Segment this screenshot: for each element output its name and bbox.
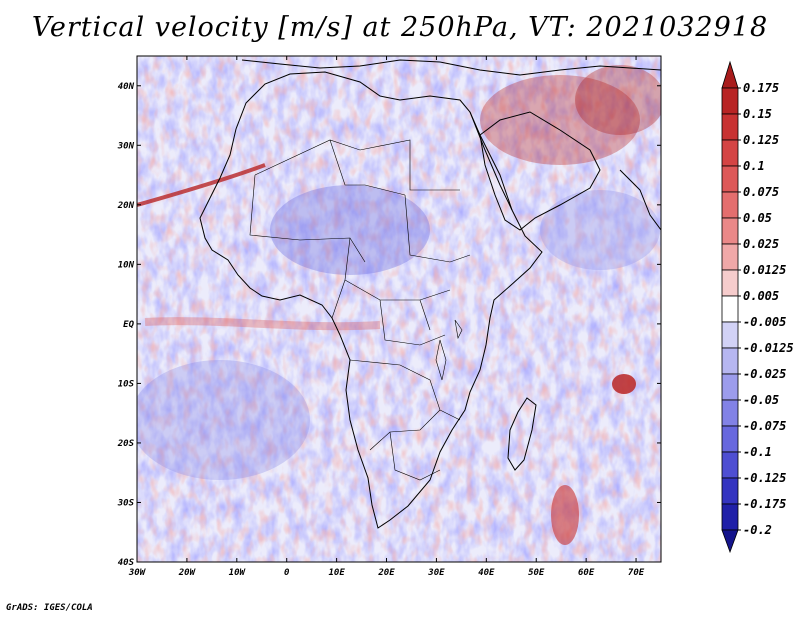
- madagascar-coastline: [507, 397, 537, 471]
- ascent-region-cyclone: [612, 374, 636, 394]
- colorbar-label: 0.075: [743, 185, 779, 199]
- colorbar-swatch: [721, 139, 739, 167]
- plot-frame: [136, 55, 662, 563]
- colorbar-label: -0.175: [743, 497, 786, 511]
- y-tick-label: 40S: [118, 558, 135, 568]
- x-tick-label: 0: [284, 568, 290, 578]
- x-tick-label: 30W: [128, 568, 147, 578]
- x-tick-label: 20E: [377, 568, 395, 578]
- y-tick-label: 20S: [117, 439, 135, 449]
- x-tick-label: 30E: [427, 568, 445, 578]
- india-coastline: [619, 169, 661, 231]
- colorbar-swatch: [721, 425, 739, 453]
- border-lines-south: [349, 359, 461, 481]
- colorbar-label: 0.125: [743, 133, 779, 147]
- colorbar-label: 0.0125: [743, 263, 786, 277]
- colorbar-swatch: [721, 191, 739, 219]
- y-tick-label: 10S: [118, 379, 135, 389]
- colorbar-label: -0.005: [743, 315, 786, 329]
- colorbar-label: -0.0125: [743, 341, 794, 355]
- x-tick-label: 20W: [178, 568, 197, 578]
- colorbar-label: 0.1: [743, 159, 765, 173]
- y-tick-label: 30N: [117, 141, 135, 151]
- colorbar-label: -0.1: [743, 445, 772, 459]
- colorbar-label: 0.025: [743, 237, 779, 251]
- colorbar-extend-top: [721, 60, 739, 89]
- descent-region-south-atlantic: [137, 360, 310, 480]
- colorbar-label: -0.125: [743, 471, 786, 485]
- colorbar-swatch: [721, 269, 739, 297]
- europe-coastline: [241, 59, 661, 76]
- africa-coastline: [199, 71, 543, 529]
- plot-area: [137, 56, 661, 562]
- colorbar-swatch: [721, 321, 739, 349]
- x-tick-label: 10E: [328, 568, 345, 578]
- y-tick-label: 10N: [118, 260, 135, 270]
- grads-credit: GrADS: IGES/COLA: [6, 603, 93, 613]
- colorbar-swatch: [721, 373, 739, 401]
- ascent-jet-streak: [137, 163, 266, 207]
- descent-region-sahara: [270, 185, 430, 275]
- colorbar-swatch: [721, 451, 739, 479]
- colorbar-label: -0.2: [743, 523, 772, 537]
- ascent-region-arabia: [480, 75, 640, 165]
- colorbar-label: 0.005: [743, 289, 779, 303]
- colorbar-label: 0.15: [743, 107, 772, 121]
- great-lakes: [435, 319, 463, 381]
- descent-region-indian: [540, 190, 660, 270]
- x-tick-label: 10W: [229, 568, 247, 578]
- red-sea: [469, 111, 513, 211]
- coastlines: [199, 59, 661, 529]
- colorbar-label: -0.025: [743, 367, 786, 381]
- y-tick-label: EQ: [123, 320, 134, 330]
- colorbar-label: -0.05: [743, 393, 779, 407]
- arabia-coastline: [479, 111, 601, 231]
- colorbar-swatch: [721, 503, 739, 531]
- colorbar-swatch: [721, 87, 739, 115]
- colorbar-label: 0.175: [743, 81, 779, 95]
- colorbar-swatch: [721, 217, 739, 245]
- colorbar-swatch: [721, 113, 739, 141]
- x-tick-label: 60E: [578, 568, 595, 578]
- field-texture-ascent: [137, 56, 661, 562]
- colorbar-swatch: [721, 295, 739, 323]
- ascent-band-equatorial: [144, 317, 381, 331]
- y-tick-label: 20N: [117, 201, 135, 211]
- colorbar: 0.175 0.15 0.125 0.1 0.075 0.05 0.025 0.0125 0.0…: [721, 60, 794, 554]
- y-tick-label: 30S: [117, 498, 135, 508]
- colorbar-extend-bottom: [721, 529, 739, 554]
- ascent-region-southwest-indian: [551, 485, 579, 545]
- x-axis: 30W 20W 10W 0 10E 20E 30E 40E 50E 60E 70E: [128, 56, 645, 578]
- colorbar-swatch: [721, 399, 739, 427]
- x-tick-label: 40E: [478, 568, 495, 578]
- chart-title: Vertical velocity [m/s] at 250hPa, VT: 2…: [31, 12, 769, 43]
- colorbar-label: 0.05: [743, 211, 772, 225]
- colorbar-swatch: [721, 477, 739, 505]
- y-tick-label: 40N: [118, 82, 135, 92]
- border-lines-north: [249, 139, 471, 263]
- border-lines-central: [331, 237, 451, 346]
- colorbar-swatch: [721, 347, 739, 375]
- y-axis: 40N 30N 20N 10N EQ 10S 20S 30S 40S: [117, 82, 661, 568]
- colorbar-swatch: [721, 243, 739, 271]
- country-borders: [249, 139, 471, 481]
- x-tick-label: 70E: [628, 568, 645, 578]
- colorbar-swatch: [721, 165, 739, 193]
- x-tick-label: 50E: [528, 568, 545, 578]
- ascent-region-iran: [575, 65, 661, 135]
- colorbar-label: -0.075: [743, 419, 786, 433]
